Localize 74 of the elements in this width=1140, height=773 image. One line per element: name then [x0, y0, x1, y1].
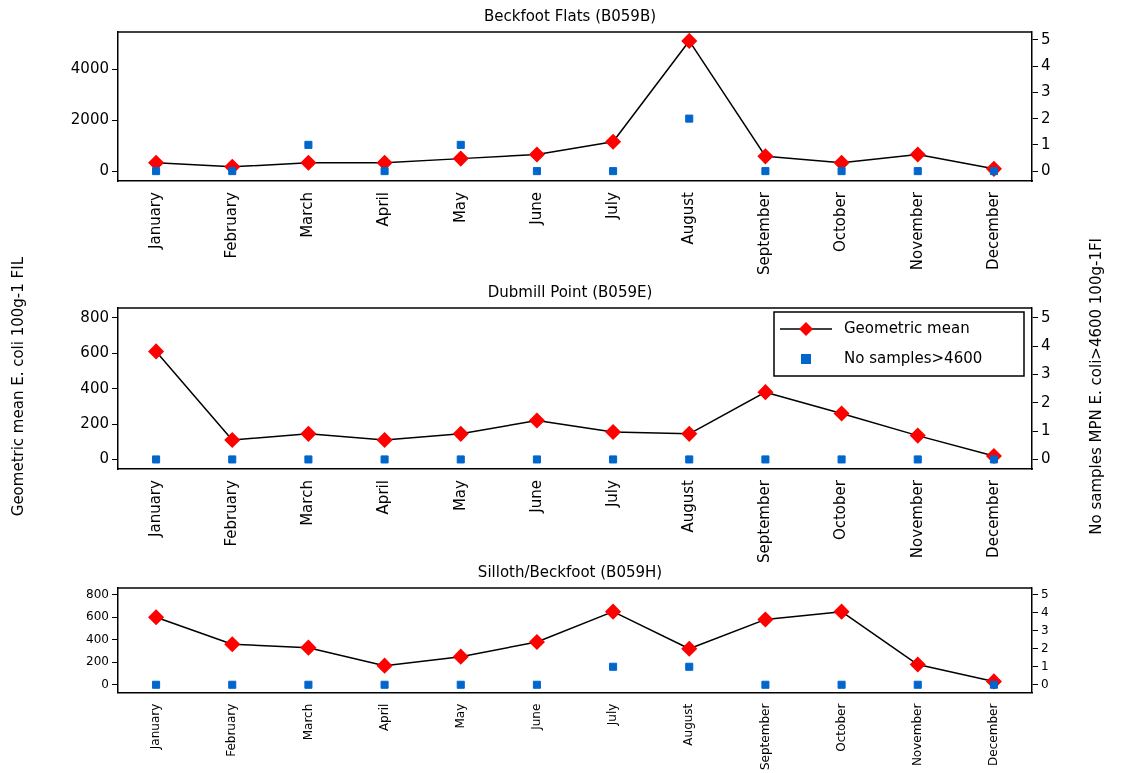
x-tick-label: July: [602, 191, 621, 221]
x-tick-label: June: [526, 480, 545, 514]
y2-tick-label: 4: [1041, 604, 1049, 619]
x-tick-label: February: [222, 191, 241, 259]
y2-tick-label: 3: [1041, 82, 1051, 101]
x-tick-label: June: [529, 703, 544, 731]
x-tick-label: April: [374, 480, 393, 515]
x-tick-label: February: [222, 479, 241, 547]
y-tick-label: 600: [86, 609, 109, 624]
y-axis-title: Geometric mean E. coli 100g-1 FIL: [9, 256, 27, 517]
x-tick-label: November: [909, 703, 924, 767]
y2-tick-label: 5: [1041, 307, 1051, 326]
y2-tick-label: 2: [1041, 392, 1051, 411]
x-tick-label: July: [602, 479, 621, 509]
x-tick-label: April: [374, 192, 393, 227]
x-tick-label: September: [757, 703, 772, 770]
y-tick-label: 0: [99, 449, 109, 468]
y-tick-label: 600: [80, 343, 109, 362]
x-tick-label: June: [526, 192, 545, 226]
y2-tick-label: 1: [1041, 420, 1051, 439]
y2-tick-label: 0: [1041, 676, 1049, 691]
x-tick-label: January: [148, 703, 163, 751]
x-tick-label: December: [983, 191, 1002, 270]
x-tick-label: December: [983, 479, 1002, 558]
x-tick-label: August: [679, 191, 698, 245]
y2-tick-label: 1: [1041, 134, 1051, 153]
x-tick-label: May: [450, 191, 469, 224]
y-tick-label: 200: [86, 654, 109, 669]
y2-tick-label: 3: [1041, 364, 1051, 383]
chart-title: Silloth/Beckfoot (B059H): [477, 562, 663, 581]
x-tick-label: December: [986, 703, 1001, 766]
x-tick-label: February: [224, 703, 239, 757]
y-tick-label: 400: [86, 631, 109, 646]
x-tick-label: April: [376, 703, 391, 732]
y2-tick-label: 2: [1041, 108, 1051, 127]
y2-tick-label: 5: [1041, 586, 1049, 601]
x-tick-label: August: [681, 703, 696, 746]
x-tick-label: October: [831, 191, 850, 253]
legend-label: Geometric mean: [844, 318, 970, 337]
x-tick-label: March: [298, 480, 317, 526]
y-tick-label: 0: [101, 676, 109, 691]
x-tick-label: January: [145, 479, 164, 538]
y-tick-label: 0: [99, 161, 109, 180]
y-tick-label: 400: [80, 378, 109, 397]
x-tick-label: May: [452, 703, 467, 729]
y2-axis-title: No samples MPN E. coli>4600 100g-1FI: [1087, 238, 1105, 535]
legend-label: No samples>4600: [844, 348, 983, 367]
y2-tick-label: 3: [1041, 622, 1049, 637]
x-tick-label: August: [679, 479, 698, 533]
chart-title: Dubmill Point (B059E): [487, 282, 653, 301]
chart-title: Beckfoot Flats (B059B): [483, 6, 657, 25]
x-tick-label: March: [298, 192, 317, 238]
x-tick-label: September: [755, 479, 774, 564]
x-tick-label: May: [450, 479, 469, 512]
x-tick-label: July: [605, 703, 620, 727]
y2-tick-label: 0: [1041, 161, 1051, 180]
y2-tick-label: 2: [1041, 640, 1049, 655]
y2-tick-label: 5: [1041, 29, 1051, 48]
y2-tick-label: 4: [1041, 335, 1051, 354]
y-tick-label: 800: [80, 307, 109, 326]
y2-tick-label: 0: [1041, 449, 1051, 468]
y-tick-label: 4000: [70, 58, 109, 77]
x-tick-label: November: [907, 479, 926, 559]
y-tick-label: 2000: [70, 109, 109, 128]
x-tick-label: October: [831, 479, 850, 541]
y-tick-label: 800: [86, 586, 109, 601]
x-tick-label: March: [300, 703, 315, 741]
x-tick-label: October: [833, 703, 848, 752]
x-tick-label: November: [907, 191, 926, 271]
y2-tick-label: 4: [1041, 56, 1051, 75]
y2-tick-label: 1: [1041, 658, 1049, 673]
x-tick-label: January: [145, 191, 164, 250]
x-tick-label: September: [755, 191, 774, 276]
y-tick-label: 200: [80, 413, 109, 432]
